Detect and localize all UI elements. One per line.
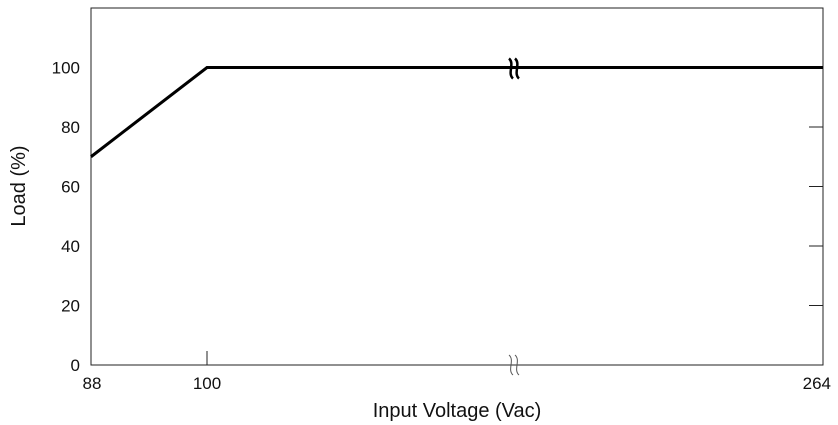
x-axis-title: Input Voltage (Vac) [373,400,542,422]
y-tick-labels: 0 20 40 60 80 100 [52,59,80,376]
plot-frame [90,7,824,366]
x-tick-label: 264 [803,374,831,393]
break-stroke [514,354,520,376]
x-tick-label: 100 [193,374,221,393]
axis-break-symbol-top [508,57,520,80]
axis-break-symbol-bottom [508,354,520,376]
y-tick-label: 20 [61,297,80,316]
series-line [90,66,823,158]
break-stroke [508,57,514,80]
break-stroke [514,57,520,80]
x-tick-label: 88 [83,374,102,393]
break-stroke [508,354,514,376]
y-tick-label: 40 [61,237,80,256]
x-tick-labels: 88 100 264 [83,374,831,393]
y-axis-title: Load (%) [8,145,30,226]
tick-marks [206,67,823,365]
y-tick-label: 60 [61,178,80,197]
y-tick-label: 100 [52,59,80,78]
y-tick-label: 80 [61,118,80,137]
y-tick-label: 0 [71,356,80,375]
